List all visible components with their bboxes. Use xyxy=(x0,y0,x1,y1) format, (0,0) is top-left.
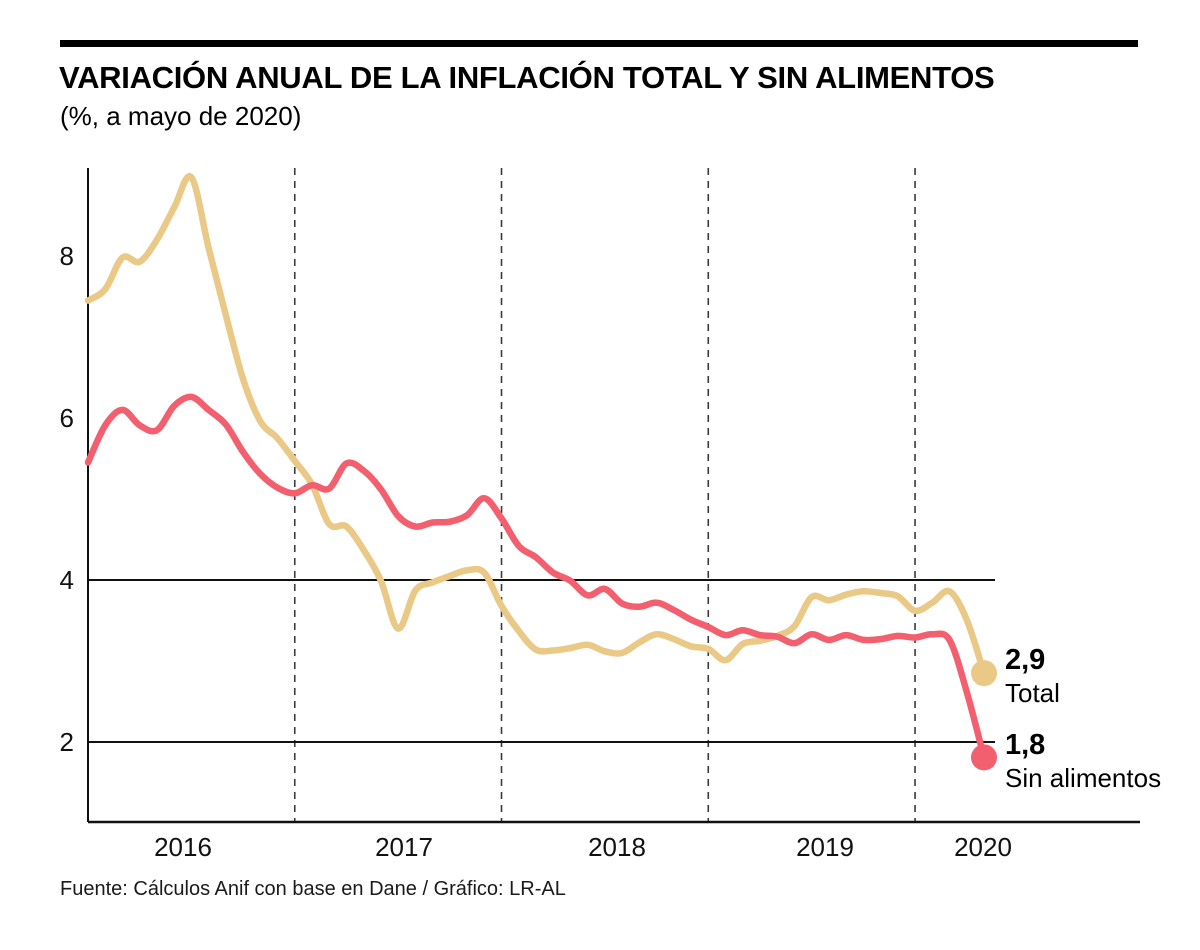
series-end-name-sin-alimentos: Sin alimentos xyxy=(1005,763,1162,793)
top-rule xyxy=(60,40,1138,47)
series-line-sin-alimentos xyxy=(84,393,988,761)
y-tick-label-4: 4 xyxy=(60,565,74,595)
chart-subtitle: (%, a mayo de 2020) xyxy=(60,101,302,131)
series-end-value-total: 2,9 xyxy=(1005,644,1046,676)
x-tick-label-2019: 2019 xyxy=(796,832,854,862)
x-tick-label-2017: 2017 xyxy=(375,832,433,862)
series-end-name-total: Total xyxy=(1005,678,1060,708)
series-annotation-sin-alimentos: 1,8 Sin alimentos xyxy=(1005,729,1195,795)
x-tick-label-2016: 2016 xyxy=(154,832,212,862)
series-line-total xyxy=(84,173,988,677)
series-endpoint-sin-alimentos xyxy=(971,744,997,771)
y-tick-label-2: 2 xyxy=(60,727,74,757)
x-tick-label-2020: 2020 xyxy=(954,832,1012,862)
y-tick-label-8: 8 xyxy=(60,241,74,271)
x-tick-label-2018: 2018 xyxy=(588,832,646,862)
y-tick-label-6: 6 xyxy=(60,403,74,433)
source-credit: Fuente: Cálculos Anif con base en Dane /… xyxy=(60,878,566,900)
series-endpoint-total xyxy=(971,660,997,687)
series-annotation-total: 2,9 Total xyxy=(1005,644,1195,710)
chart-title: VARIACIÓN ANUAL DE LA INFLACIÓN TOTAL Y … xyxy=(59,60,995,95)
series-end-value-sin-alimentos: 1,8 xyxy=(1005,729,1046,761)
